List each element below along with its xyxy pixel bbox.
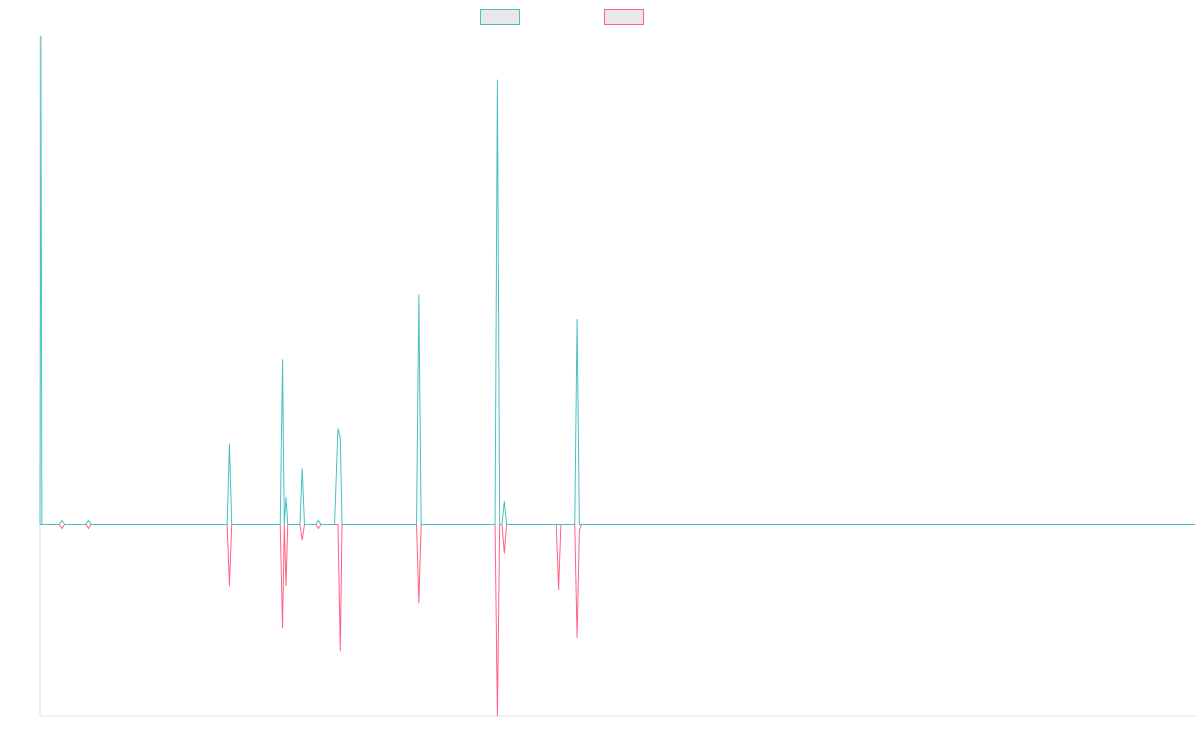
point-marker-bottom-1 xyxy=(58,524,65,530)
point-marker-top-3 xyxy=(315,519,322,525)
legend-swatch-series-2[interactable] xyxy=(604,9,644,25)
point-marker-bottom-3 xyxy=(315,524,322,530)
point-marker-bottom-2 xyxy=(85,524,92,530)
series-line-2 xyxy=(40,523,1195,717)
legend-swatch-series-1[interactable] xyxy=(480,9,520,25)
point-marker-top-1 xyxy=(58,519,65,525)
series-line-1 xyxy=(39,35,1195,525)
legend xyxy=(0,0,1200,36)
point-marker-2[interactable] xyxy=(85,520,92,529)
point-marker-1[interactable] xyxy=(59,520,65,529)
point-marker-top-2 xyxy=(85,519,92,525)
point-marker-3[interactable] xyxy=(315,520,321,529)
